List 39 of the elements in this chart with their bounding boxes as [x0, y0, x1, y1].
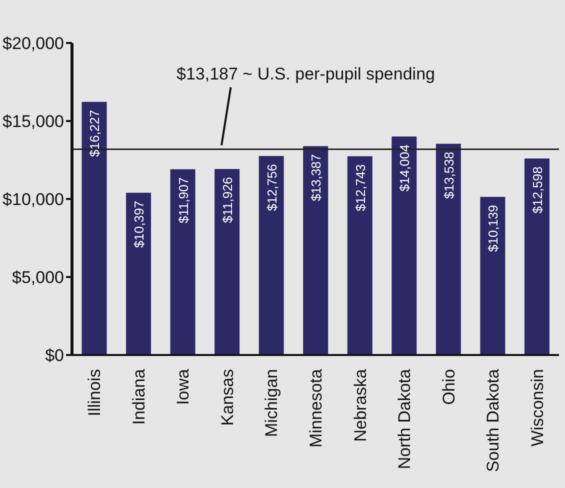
bar [126, 192, 152, 355]
x-tick-label: Nebraska [350, 368, 370, 442]
bar [347, 156, 372, 355]
bar [170, 169, 196, 355]
data-label: $13,387 [308, 154, 324, 202]
x-tick-label: Minnesota [306, 368, 326, 448]
bar [303, 146, 328, 355]
data-label: $10,139 [486, 204, 501, 252]
x-tick-label: Illinois [85, 369, 104, 416]
ref-line-label: $13,187 ~ U.S. per-pupil spending [176, 64, 436, 84]
x-tick-label: South Dakota [484, 368, 503, 472]
bar [480, 196, 506, 355]
data-label: $12,743 [352, 164, 368, 212]
bar [82, 102, 107, 355]
bar [392, 136, 417, 355]
data-label: $14,004 [397, 144, 412, 192]
x-tick-label: Indiana [129, 368, 148, 425]
bar [436, 144, 461, 355]
x-tick-label: Michigan [262, 369, 282, 438]
bar [258, 156, 284, 355]
y-tick-label: $0 [45, 346, 64, 366]
x-tick-label: Iowa [174, 368, 193, 405]
x-tick-label: Wisconsin [528, 369, 547, 446]
y-tick-label: $15,000 [2, 112, 64, 132]
x-tick-label: North Dakota [395, 368, 414, 470]
y-tick-label: $5,000 [12, 268, 64, 288]
data-label: $12,756 [264, 164, 280, 212]
data-label: $11,926 [220, 176, 236, 223]
bar [524, 158, 550, 355]
data-label: $10,397 [132, 200, 147, 248]
x-tick-label: Kansas [218, 369, 237, 426]
data-label: $13,538 [441, 152, 456, 199]
data-label: $12,598 [530, 166, 545, 214]
data-label: $11,907 [176, 177, 191, 224]
y-tick-label: $20,000 [2, 34, 64, 54]
y-tick-label: $10,000 [2, 190, 64, 210]
bar [214, 168, 240, 355]
data-label: $16,227 [87, 110, 102, 157]
x-tick-label: Ohio [439, 369, 458, 405]
